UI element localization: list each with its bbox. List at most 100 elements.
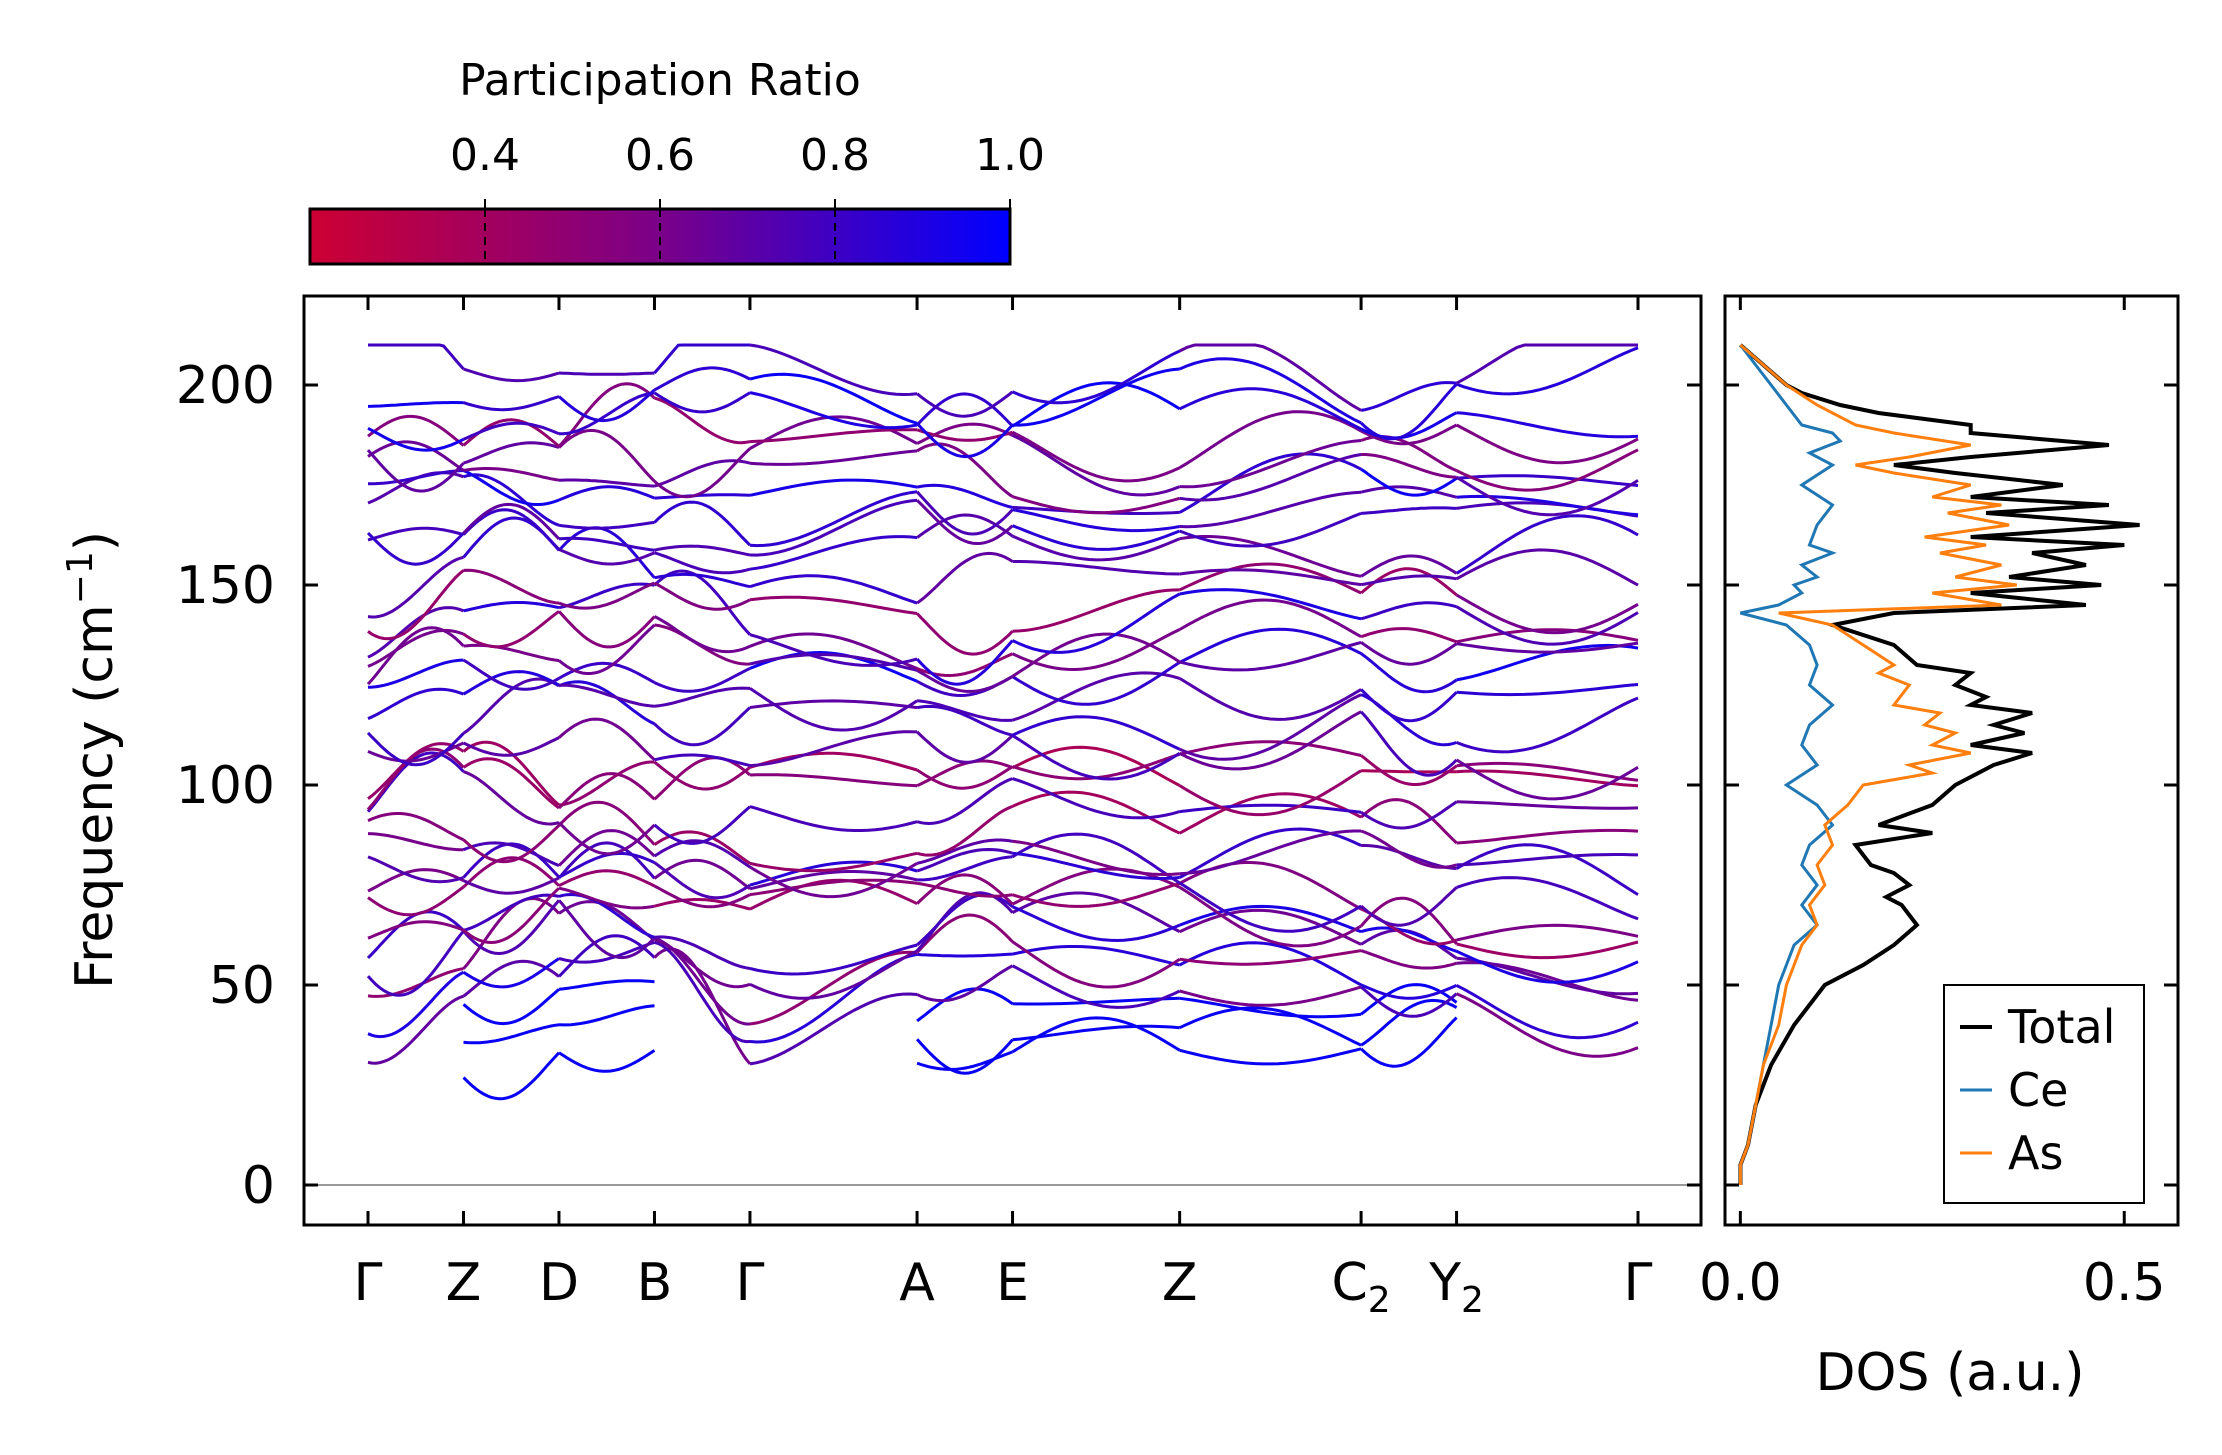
phonon-band-segment bbox=[1360, 985, 1458, 1018]
phonon-band-segment bbox=[1011, 832, 1181, 885]
phonon-band-segment bbox=[462, 508, 561, 551]
kpoint-label: B bbox=[637, 1253, 673, 1313]
phonon-band-segment bbox=[558, 661, 656, 684]
phonon-band-segment bbox=[916, 759, 1014, 788]
phonon-band-segment bbox=[557, 610, 656, 649]
phonon-band-segment bbox=[749, 595, 918, 615]
phonon-band-segment bbox=[749, 992, 918, 1066]
y-tick-label: 0 bbox=[242, 1156, 275, 1216]
phonon-band-segment bbox=[463, 601, 560, 613]
phonon-band-segment bbox=[749, 449, 918, 466]
phonon-band-segment bbox=[749, 632, 918, 670]
phonon-band-segment bbox=[1179, 511, 1362, 548]
phonon-band-segment bbox=[1360, 798, 1458, 845]
phonon-band-segment bbox=[1178, 886, 1362, 948]
phonon-band-segment bbox=[1178, 452, 1362, 514]
phonon-band-segment bbox=[1012, 851, 1180, 881]
dos-x-tick-label: 0.5 bbox=[2083, 1253, 2166, 1313]
legend-label-total: Total bbox=[2007, 1000, 2115, 1054]
kpoint-label: Γ bbox=[354, 1253, 383, 1313]
phonon-band-segment bbox=[916, 392, 1014, 428]
phonon-band-segment bbox=[654, 572, 751, 589]
phonon-band-segment bbox=[366, 930, 465, 997]
phonon-band-segment bbox=[915, 1038, 1014, 1075]
phonon-band-segment bbox=[462, 896, 561, 970]
phonon-band-segment bbox=[1179, 803, 1362, 814]
phonon-band-segment bbox=[1011, 715, 1181, 751]
phonon-band-segment bbox=[654, 396, 751, 445]
legend-label-ce: Ce bbox=[2008, 1063, 2068, 1117]
phonon-band-segment bbox=[1011, 592, 1181, 654]
phonon-band-segment bbox=[1011, 661, 1181, 706]
phonon-band-segment bbox=[1360, 886, 1458, 927]
phonon-band-segment bbox=[1360, 1016, 1458, 1068]
phonon-band-segment bbox=[1179, 693, 1362, 761]
dos-line-ce bbox=[1738, 344, 1843, 1185]
phonon-band-segment bbox=[367, 687, 464, 720]
phonon-band-segment bbox=[749, 730, 918, 768]
phonon-band-segment bbox=[653, 805, 751, 845]
phonon-band-segment bbox=[558, 536, 655, 552]
phonon-band-segment bbox=[1012, 508, 1180, 533]
phonon-band-segment bbox=[557, 821, 656, 856]
phonon-band-segment bbox=[462, 856, 561, 889]
phonon-band-segment bbox=[1012, 881, 1181, 908]
colorbar-tick-label: 1.0 bbox=[975, 130, 1045, 181]
phonon-band-segment bbox=[462, 469, 560, 506]
phonon-band-segment bbox=[916, 499, 1014, 546]
phonon-band-segment bbox=[749, 878, 918, 911]
phonon-band-segment bbox=[367, 629, 464, 668]
phonon-band-segment bbox=[654, 935, 751, 970]
phonon-band-segment bbox=[557, 526, 656, 579]
phonon-band-segment bbox=[1011, 534, 1181, 562]
phonon-band-segment bbox=[367, 658, 464, 689]
phonon-band-segment bbox=[558, 680, 656, 726]
phonon-band-segment bbox=[1179, 490, 1362, 529]
phonon-band-segment bbox=[462, 959, 560, 998]
phonon-band-segment bbox=[749, 950, 918, 1026]
phonon-band-segment bbox=[558, 892, 655, 939]
phonon-band-segment bbox=[1360, 983, 1458, 1000]
dos-axis: 0.0 0.5 bbox=[1699, 296, 2178, 1313]
phonon-band-segment bbox=[1011, 940, 1181, 989]
phonon-band-segment bbox=[1011, 349, 1181, 405]
phonon-band-segment bbox=[557, 934, 656, 978]
phonon-band-segment bbox=[1360, 381, 1457, 412]
phonon-band-segment bbox=[1360, 829, 1457, 869]
phonon-band-segment bbox=[557, 899, 656, 960]
phonon-band-segment bbox=[1456, 800, 1639, 810]
phonon-band-segment bbox=[1012, 671, 1181, 722]
phonon-band-segment bbox=[368, 469, 464, 486]
phonon-band-segment bbox=[1012, 777, 1181, 820]
phonon-band-segment bbox=[749, 498, 918, 557]
phonon-band-segment bbox=[1179, 387, 1362, 431]
phonon-band-segment bbox=[1455, 984, 1639, 1040]
phonon-band-segment bbox=[1456, 411, 1639, 439]
phonon-bands bbox=[366, 343, 1639, 1101]
colorbar-tick-label: 0.4 bbox=[450, 130, 520, 181]
phonon-band-segment bbox=[1178, 881, 1362, 933]
phonon-band-segment bbox=[1179, 829, 1362, 876]
phonon-band-segment bbox=[749, 633, 918, 667]
phonon-band-segment bbox=[1456, 346, 1639, 396]
phonon-band-segment bbox=[654, 551, 751, 575]
phonon-band-segment bbox=[558, 1049, 656, 1073]
phonon-band-segment bbox=[1456, 876, 1639, 921]
phonon-band-segment bbox=[1179, 535, 1362, 578]
phonon-band-segment bbox=[1179, 985, 1362, 1007]
phonon-band-segment bbox=[1455, 548, 1639, 587]
phonon-band-segment bbox=[559, 391, 655, 436]
phonon-band-segment bbox=[557, 428, 656, 483]
phonon-band-segment bbox=[1456, 628, 1639, 644]
phonon-band-segment bbox=[557, 841, 656, 880]
phonon-band-segment bbox=[1360, 754, 1458, 786]
phonon-band-segment bbox=[1178, 792, 1362, 835]
phonon-band-segment bbox=[1011, 434, 1181, 497]
phonon-band-segment bbox=[367, 970, 465, 1039]
phonon-band-segment bbox=[1455, 992, 1639, 1058]
phonon-band-segment bbox=[462, 899, 561, 956]
dos-axis-label: DOS (a.u.) bbox=[1816, 1343, 2085, 1403]
phonon-band-segment bbox=[1011, 734, 1181, 781]
phonon-band-segment bbox=[366, 626, 465, 686]
